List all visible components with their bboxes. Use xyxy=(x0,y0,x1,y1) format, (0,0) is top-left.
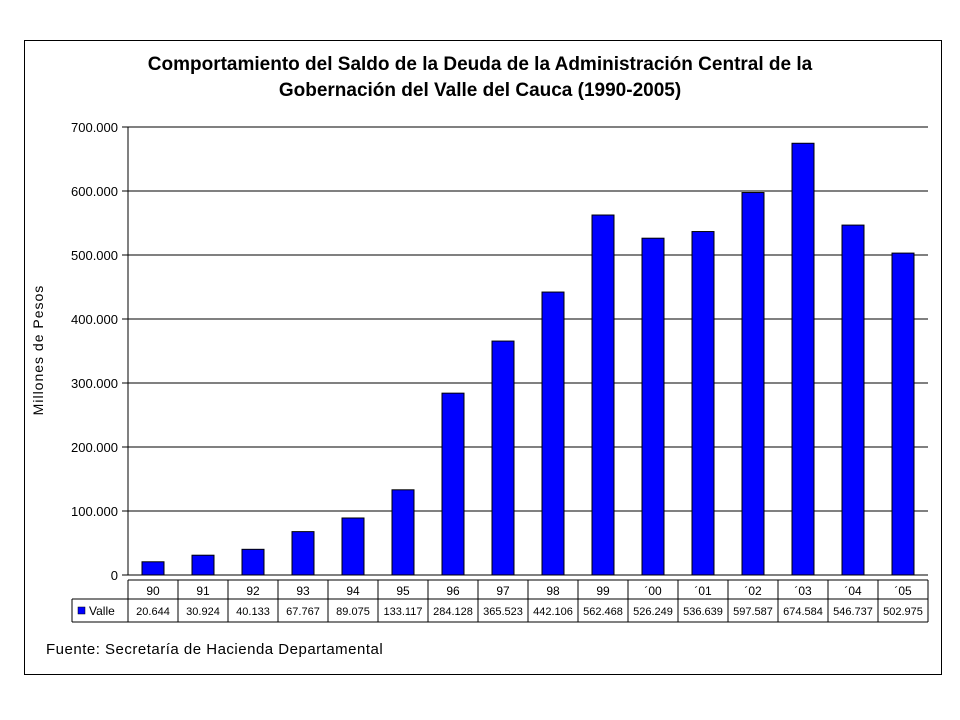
x-category-label: 98 xyxy=(546,584,560,598)
bars xyxy=(141,142,915,576)
x-category-label: 90 xyxy=(146,584,160,598)
data-label: 674.584 xyxy=(783,606,823,618)
axes: 0 100.000 200.000 300.000 400.000 500.000 600.… xyxy=(71,120,928,583)
data-label: 526.249 xyxy=(633,606,673,618)
y-tick-label: 600.000 xyxy=(71,184,118,199)
y-tick-label: 700.000 xyxy=(71,120,118,135)
legend-swatch xyxy=(77,606,86,615)
x-category-label: ´00 xyxy=(644,584,662,598)
x-category-label: 93 xyxy=(296,584,310,598)
x-category-label: 91 xyxy=(196,584,210,598)
y-tick-label: 200.000 xyxy=(71,440,118,455)
x-category-label: ´05 xyxy=(894,584,912,598)
data-label: 67.767 xyxy=(286,606,320,618)
x-category-label: ´03 xyxy=(794,584,812,598)
y-tick-label: 400.000 xyxy=(71,312,118,327)
y-tick-label: 300.000 xyxy=(71,376,118,391)
data-label: 89.075 xyxy=(336,606,370,618)
x-category-label: 96 xyxy=(446,584,460,598)
data-label: 442.106 xyxy=(533,606,573,618)
data-label: 365.523 xyxy=(483,606,523,618)
source-note: Fuente: Secretaría de Hacienda Departame… xyxy=(46,641,384,658)
data-label: 133.117 xyxy=(384,606,423,618)
x-category-label: 92 xyxy=(246,584,260,598)
bar xyxy=(891,252,915,576)
bar xyxy=(691,231,715,576)
chart-frame xyxy=(24,40,942,675)
x-category-label: 97 xyxy=(496,584,510,598)
x-category-label: 99 xyxy=(596,584,610,598)
legend-label: Valle xyxy=(89,604,115,618)
bar xyxy=(791,142,815,576)
x-category-label: ´04 xyxy=(844,584,862,598)
data-label: 40.133 xyxy=(236,606,270,618)
data-label: 30.924 xyxy=(186,606,220,618)
bar xyxy=(541,291,565,576)
y-tick-label: 0 xyxy=(111,568,118,583)
bar xyxy=(141,561,165,576)
data-table: 90 91 92 93 94 95 96 97 98 99 ´00 ´01 ´02 ´03 ´04 ´05 20… xyxy=(71,579,929,623)
bar xyxy=(841,224,865,576)
bar xyxy=(641,237,665,576)
data-label: 20.644 xyxy=(136,606,170,618)
bar xyxy=(291,531,315,576)
bar xyxy=(591,214,615,576)
data-label: 502.975 xyxy=(883,606,923,618)
bar xyxy=(341,517,365,576)
x-category-label: ´02 xyxy=(744,584,762,598)
data-label: 546.737 xyxy=(833,606,873,618)
x-category-label: 94 xyxy=(346,584,360,598)
bar xyxy=(241,548,265,576)
data-label: 562.468 xyxy=(583,606,623,618)
chart-title-line-1: Comportamiento del Saldo de la Deuda de … xyxy=(147,54,813,75)
chart-title: Comportamiento del Saldo de la Deuda de … xyxy=(0,52,960,104)
chart-title-line-2: Gobernación del Valle del Cauca (1990-20… xyxy=(278,80,682,101)
y-tick-label: 500.000 xyxy=(71,248,118,263)
x-category-label: 95 xyxy=(396,584,410,598)
data-label: 597.587 xyxy=(733,606,773,618)
data-label: 536.639 xyxy=(683,606,723,618)
bar xyxy=(441,392,465,576)
bar xyxy=(391,489,415,576)
bar xyxy=(191,554,215,576)
y-axis-label: Millones de Pesos xyxy=(30,285,46,416)
bar xyxy=(491,340,515,576)
bar xyxy=(741,192,765,576)
x-category-label: ´01 xyxy=(694,584,712,598)
data-label: 284.128 xyxy=(433,606,473,618)
y-tick-label: 100.000 xyxy=(71,504,118,519)
